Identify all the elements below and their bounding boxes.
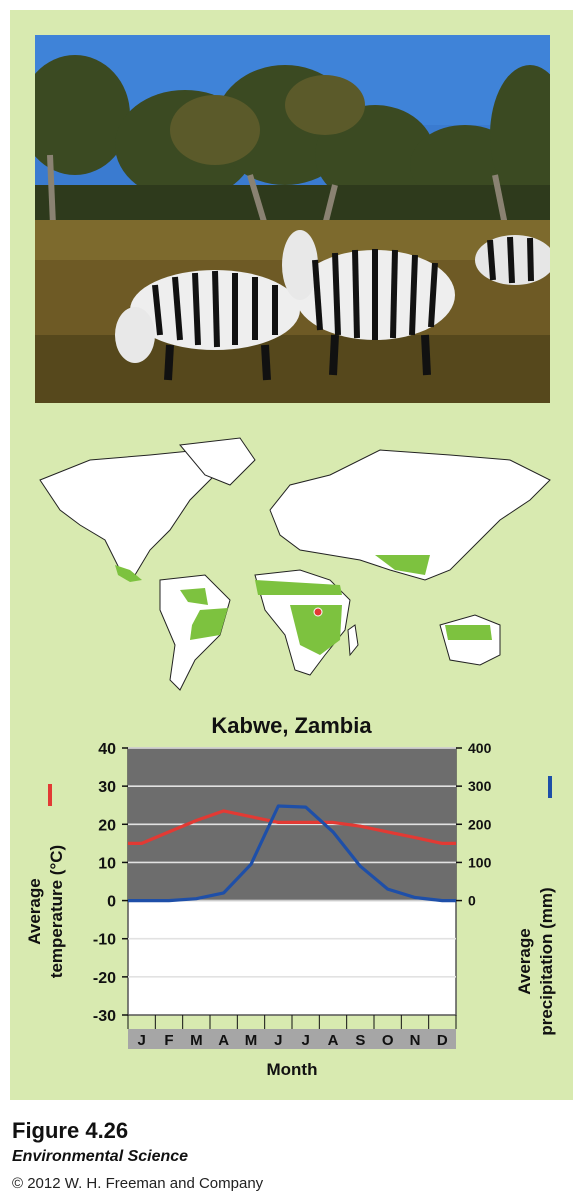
greenland-shape [179,437,256,486]
savanna-south-america-north [180,588,208,605]
copyright-line: © 2012 W. H. Freeman and Company [12,1175,264,1192]
north-america-shape [39,449,221,576]
madagascar-shape [347,624,359,657]
savanna-australia [445,625,492,640]
eurasia-shape [269,449,551,581]
figure-number: Figure 4.26 [12,1118,129,1143]
savanna-south-america-brazil [190,608,228,640]
savanna-india [375,555,430,575]
savanna-africa-south [290,605,342,655]
kabwe-location-marker [313,607,323,617]
chart-title: Kabwe, Zambia [211,713,372,738]
zebra-savanna-photo [35,35,550,403]
savanna-africa-sahel [255,580,342,595]
world-savanna-map [39,437,551,691]
savanna-central-america [115,565,142,582]
book-title: Environmental Science [12,1148,189,1165]
